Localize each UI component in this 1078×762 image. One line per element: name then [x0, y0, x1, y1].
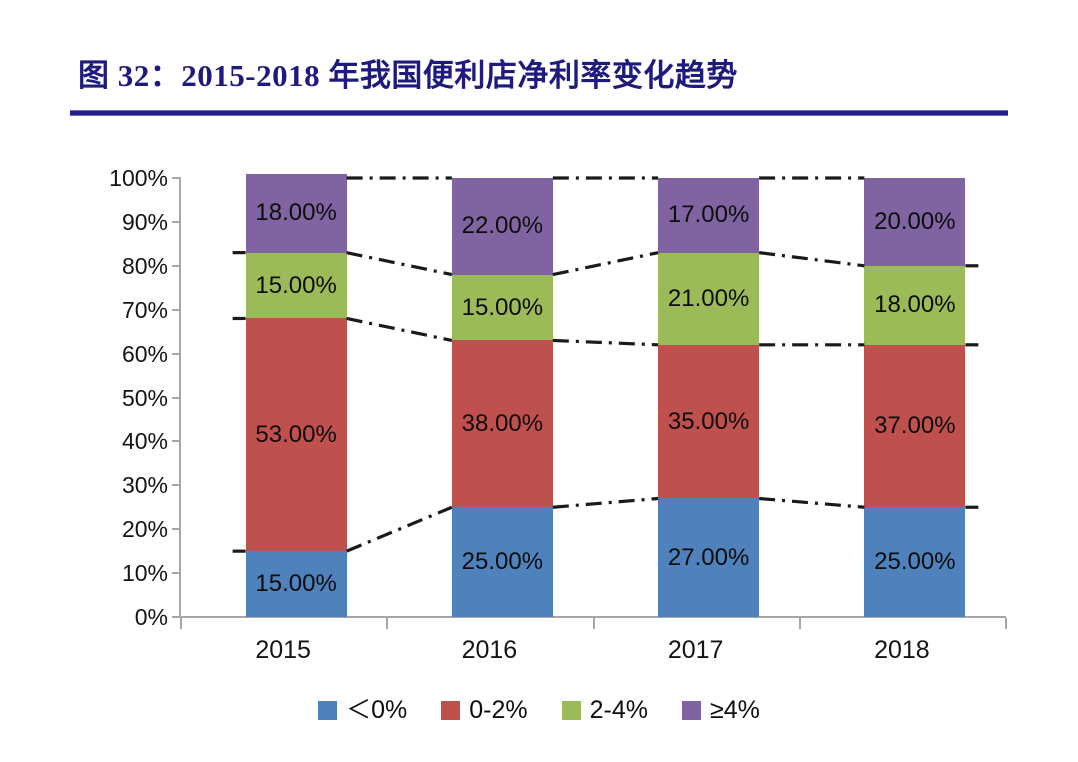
bar-segment: 35.00%: [658, 344, 760, 499]
bar-segment-label: 15.00%: [461, 293, 544, 321]
legend-item-1[interactable]: 0-2%: [441, 696, 528, 724]
y-axis-tick-label: 80%: [121, 252, 168, 279]
bar-2018: 25.00% 37.00% 18.00% 20.00%: [864, 178, 966, 617]
y-axis-tick-label: 90%: [121, 208, 168, 235]
bar-segment: 15.00%: [245, 252, 347, 319]
x-axis-label-2016: 2016: [461, 636, 518, 664]
x-axis-label-2017: 2017: [667, 636, 724, 664]
bar-segment: 53.00%: [245, 318, 347, 552]
legend-label: ＜0%: [346, 696, 408, 724]
bar-segment-label: 38.00%: [461, 409, 544, 437]
bar-segment: 22.00%: [451, 178, 553, 275]
y-axis-tick-label: 70%: [121, 296, 168, 323]
bar-segment-label: 37.00%: [874, 412, 956, 440]
legend-swatch-icon: [318, 701, 338, 720]
x-axis-line: [179, 616, 1006, 618]
bar-2017: 27.00% 35.00% 21.00% 17.00%: [658, 178, 760, 617]
legend-swatch-icon: [441, 701, 461, 720]
bar-segment: 18.00%: [864, 265, 966, 345]
bar-segment-label: 25.00%: [461, 548, 544, 576]
y-axis-tick-label: 0%: [134, 604, 168, 630]
legend-label: 2-4%: [589, 696, 649, 724]
bar-segment: 37.00%: [864, 344, 966, 508]
y-axis-tick-label: 50%: [121, 384, 168, 411]
plot-area: 15.00% 53.00% 15.00% 18.00% 25.00% 38.00% 15.0…: [180, 173, 1005, 617]
bar-2015: 15.00% 53.00% 15.00% 18.00%: [245, 173, 347, 617]
bar-segment-label: 20.00%: [874, 207, 956, 235]
bar-segment: 15.00%: [245, 551, 347, 617]
x-axis-label-2018: 2018: [874, 636, 930, 664]
bar-segment-label: 27.00%: [667, 543, 750, 571]
title-divider: [70, 110, 1008, 116]
bar-segment-label: 21.00%: [667, 284, 750, 312]
legend-item-0[interactable]: ＜0%: [318, 698, 407, 723]
y-axis-tick-label: 60%: [121, 340, 168, 367]
bar-segment: 15.00%: [451, 274, 553, 341]
x-axis-label-2015: 2015: [255, 636, 311, 664]
bar-segment-label: 53.00%: [255, 420, 337, 448]
x-axis-tick: [798, 618, 801, 629]
legend-swatch-icon: [682, 701, 702, 720]
bar-segment-label: 18.00%: [874, 291, 956, 319]
bar-segment: 20.00%: [864, 178, 966, 266]
chart-legend: ＜0% 0-2% 2-4% ≥4%: [0, 698, 1078, 723]
bar-segment-label: 15.00%: [255, 271, 337, 299]
bar-segment-label: 17.00%: [667, 201, 750, 229]
y-axis-tick-label: 40%: [121, 428, 168, 455]
y-axis-tick-label: 10%: [121, 560, 168, 587]
bar-segment-label: 22.00%: [461, 212, 544, 240]
legend-label: 0-2%: [469, 696, 528, 724]
bar-segment: 38.00%: [451, 340, 553, 508]
x-axis-tick: [592, 618, 595, 629]
y-axis-tick-label: 20%: [121, 516, 168, 543]
bar-segment: 18.00%: [245, 173, 347, 253]
bar-segment: 21.00%: [658, 252, 760, 345]
y-axis-tick-label: 30%: [121, 472, 168, 499]
legend-item-3[interactable]: ≥4%: [682, 698, 760, 723]
bar-segment-label: 35.00%: [667, 407, 750, 435]
legend-item-2[interactable]: 2-4%: [561, 696, 649, 724]
y-axis-line: [179, 177, 181, 618]
bar-segment-label: 15.00%: [255, 570, 337, 598]
bar-segment: 17.00%: [658, 178, 760, 253]
bar-2016: 25.00% 38.00% 15.00% 22.00%: [451, 178, 553, 617]
x-axis-tick: [386, 618, 389, 629]
legend-label: ≥4%: [710, 696, 760, 724]
bar-segment-label: 18.00%: [255, 199, 337, 227]
bar-segment: 27.00%: [658, 498, 760, 617]
y-axis-tick-label: 100%: [109, 165, 168, 191]
x-axis-tick: [180, 618, 182, 629]
page-title: 图 32：2015-2018 年我国便利店净利率变化趋势: [78, 58, 738, 93]
x-axis-tick: [1005, 618, 1007, 629]
bar-segment-label: 25.00%: [874, 548, 956, 576]
bar-segment: 25.00%: [451, 507, 553, 617]
bar-segment: 25.00%: [864, 507, 966, 617]
legend-swatch-icon: [561, 701, 581, 720]
